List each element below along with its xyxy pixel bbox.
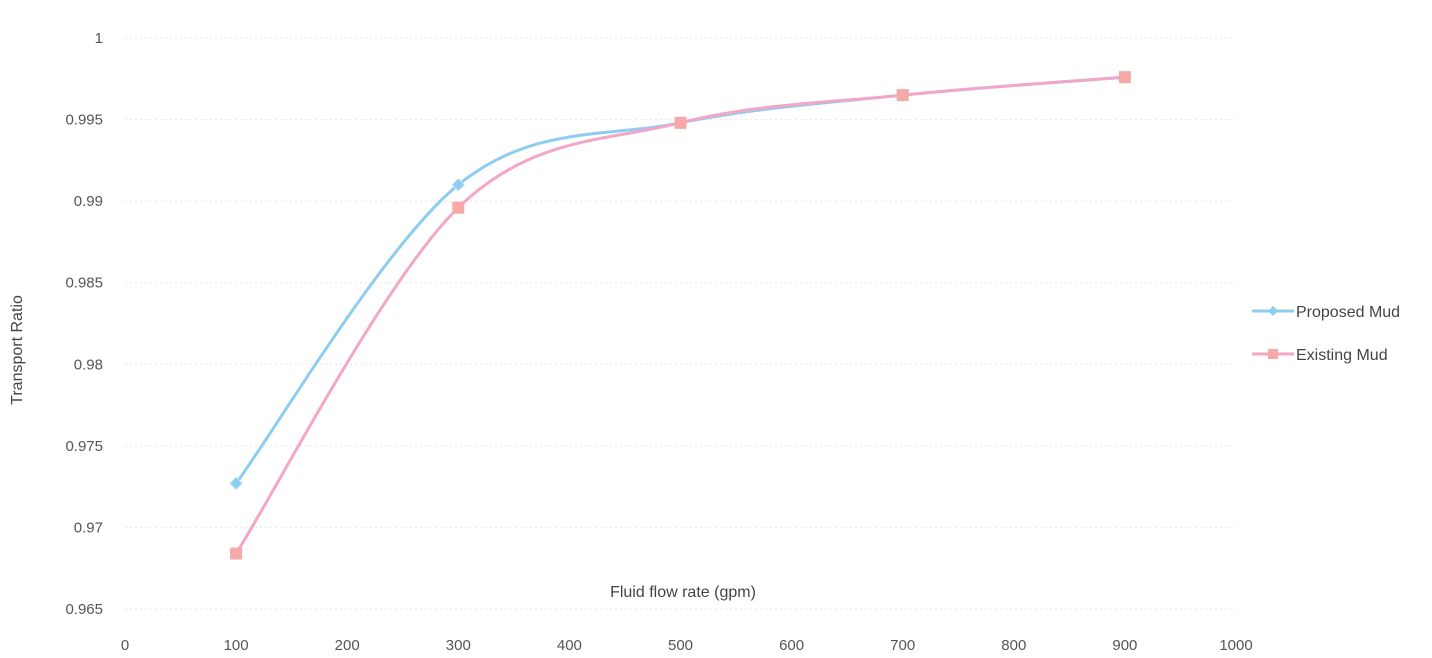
y-axis-title: Transport Ratio [9, 295, 26, 405]
legend-label: Proposed Mud [1296, 304, 1400, 321]
series [229, 70, 1132, 560]
x-tick-label: 800 [1001, 637, 1026, 654]
data-point [452, 201, 465, 214]
data-point [674, 116, 687, 129]
x-axis-ticks: 0 100 200 300 400 500 600 700 800 900 1000 [121, 637, 1253, 654]
x-tick-label: 200 [335, 637, 360, 654]
data-point [896, 89, 909, 102]
x-tick-label: 300 [446, 637, 471, 654]
legend-label: Existing Mud [1296, 347, 1388, 364]
data-point [229, 476, 243, 491]
y-tick-label: 1 [95, 30, 103, 47]
x-tick-label: 100 [224, 637, 249, 654]
y-tick-label: 0.965 [65, 601, 103, 618]
series-line [234, 75, 1127, 485]
series-line [234, 75, 1127, 556]
x-tick-label: 400 [557, 637, 582, 654]
legend-item: Existing Mud [1252, 347, 1388, 364]
x-tick-label: 1000 [1219, 637, 1252, 654]
x-tick-label: 0 [121, 637, 129, 654]
x-tick-label: 500 [668, 637, 693, 654]
legend-marker [1268, 306, 1278, 316]
data-point [451, 178, 466, 192]
y-tick-label: 0.975 [65, 438, 103, 455]
series-1 [230, 71, 1131, 560]
y-axis-ticks: 0.965 0.97 0.975 0.98 0.985 0.99 0.995 1 [65, 30, 103, 618]
y-tick-label: 0.97 [74, 519, 103, 536]
legend-item: Proposed Mud [1252, 304, 1400, 321]
y-tick-label: 0.98 [74, 356, 103, 373]
x-tick-label: 900 [1112, 637, 1137, 654]
data-point [230, 547, 243, 560]
legend: Proposed Mud Existing Mud [1252, 304, 1400, 364]
x-axis-title: Fluid flow rate (gpm) [610, 584, 756, 601]
y-tick-label: 0.995 [65, 112, 103, 129]
x-tick-label: 700 [890, 637, 915, 654]
x-tick-label: 600 [779, 637, 804, 654]
y-tick-label: 0.985 [65, 275, 103, 292]
data-point [1118, 71, 1131, 84]
series-0 [229, 70, 1132, 491]
legend-marker [1268, 349, 1278, 359]
y-tick-label: 0.99 [74, 193, 103, 210]
grid [125, 37, 1236, 610]
